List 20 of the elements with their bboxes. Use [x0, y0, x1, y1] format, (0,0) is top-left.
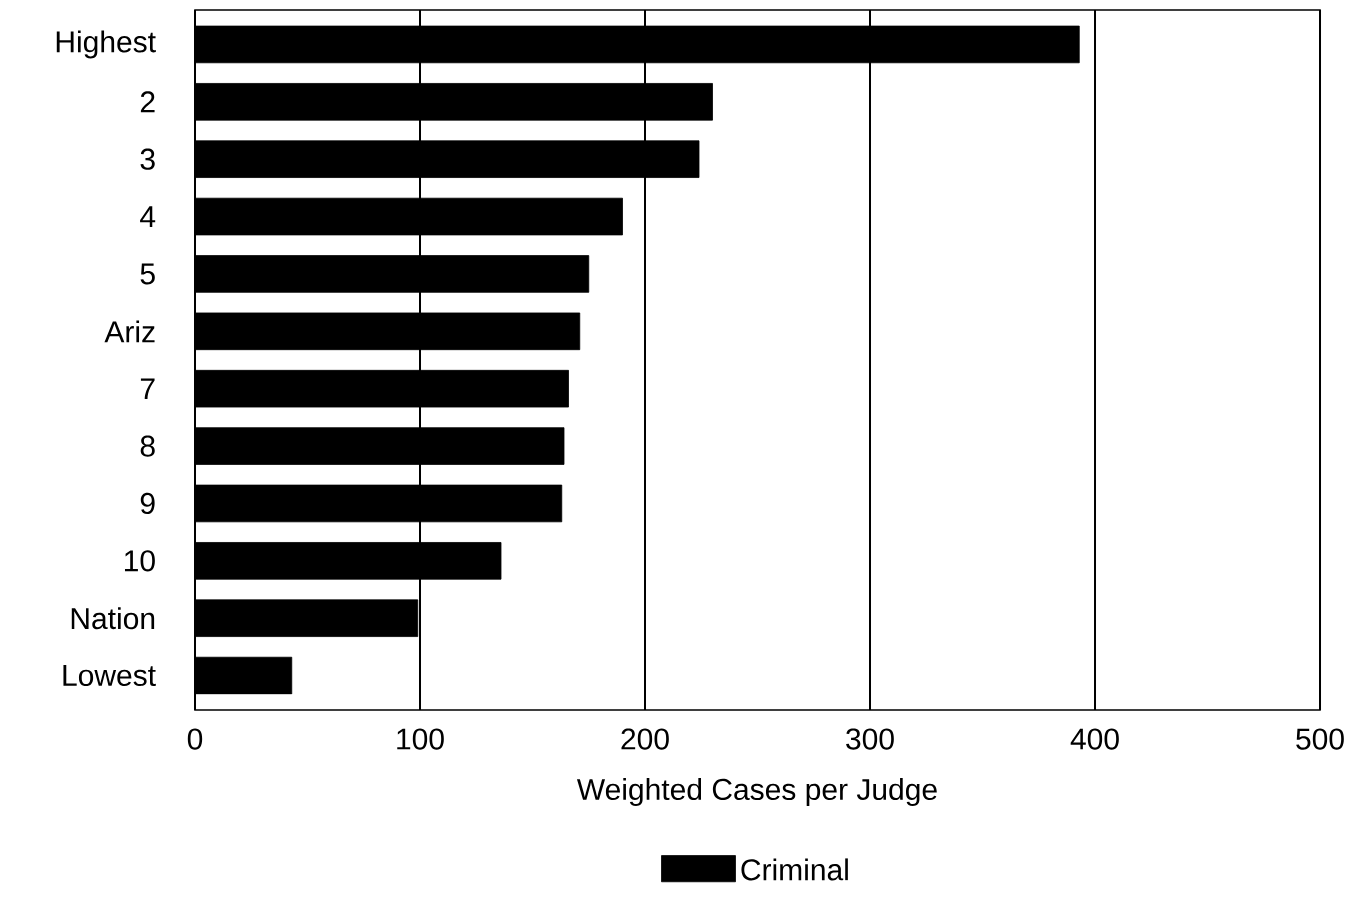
y-tick-label: 8 [140, 435, 155, 457]
x-tick-label: 0 [187, 728, 203, 750]
y-tick-label: Lowest [63, 665, 156, 687]
y-tick-label: 3 [140, 148, 155, 170]
x-axis-title: Weighted Cases per Judge [576, 778, 937, 806]
y-tick-label: 4 [140, 206, 156, 227]
x-tick-label: 500 [1296, 728, 1344, 750]
x-tick-label: 300 [846, 728, 894, 750]
y-tick-label: 10 [124, 550, 155, 572]
y-tick-label: 7 [140, 378, 155, 400]
x-tick-label: 400 [1070, 728, 1119, 750]
y-tick-label: Ariz [104, 320, 155, 343]
y-tick-label: 5 [140, 263, 155, 285]
y-tick-label: Highest [56, 30, 156, 59]
y-tick-label: Nation [71, 607, 155, 630]
legend-label: Criminal [741, 858, 848, 881]
y-tick-label: 2 [140, 91, 155, 113]
x-tick-label: 100 [397, 728, 444, 750]
y-tick-label: 9 [140, 492, 155, 515]
x-tick-label: 200 [621, 728, 669, 750]
